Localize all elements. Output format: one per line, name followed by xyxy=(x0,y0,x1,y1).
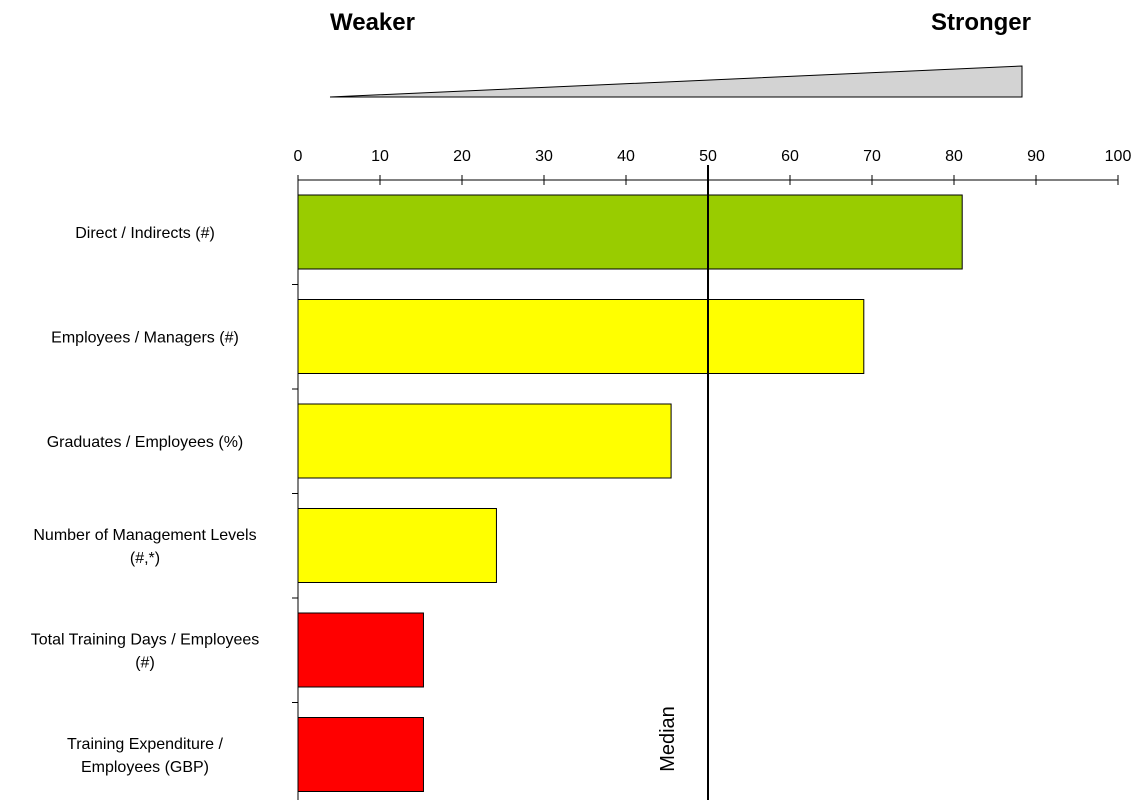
category-label: Employees / Managers (#) xyxy=(51,330,239,347)
bar xyxy=(297,612,424,688)
category-label: Number of Management Levels (#,*) xyxy=(33,527,256,567)
category-labels: Direct / Indirects (#) Employees / Manage… xyxy=(31,225,260,776)
x-tick-label: 80 xyxy=(945,148,963,165)
x-tick-label: 90 xyxy=(1027,148,1045,165)
x-tick-label: 70 xyxy=(863,148,881,165)
x-tick-label: 40 xyxy=(617,148,635,165)
median: Median xyxy=(657,165,709,800)
x-tick-label: 100 xyxy=(1105,148,1132,165)
bar xyxy=(297,299,865,374)
x-tick-label: 0 xyxy=(294,148,303,165)
category-label: Graduates / Employees (%) xyxy=(47,434,244,451)
stronger-label: Stronger xyxy=(931,9,1031,36)
category-label: Direct / Indirects (#) xyxy=(75,225,215,242)
x-tick-label: 60 xyxy=(781,148,799,165)
bar xyxy=(297,194,963,270)
x-tick-label: 10 xyxy=(371,148,389,165)
x-tick-label: 30 xyxy=(535,148,553,165)
median-label: Median xyxy=(657,706,679,772)
bars xyxy=(297,194,963,792)
bar xyxy=(297,508,497,583)
x-axis: 0 10 20 30 40 50 60 70 80 90 100 xyxy=(292,148,1131,800)
x-tick-label: 20 xyxy=(453,148,471,165)
bar xyxy=(297,717,424,792)
bar xyxy=(297,403,672,479)
category-label: Total Training Days / Employees (#) xyxy=(31,632,260,672)
x-tick-label: 50 xyxy=(699,148,717,165)
strength-gradient-wedge xyxy=(329,65,1023,98)
category-label: Training Expenditure / Employees (GBP) xyxy=(67,736,223,776)
weaker-label: Weaker xyxy=(330,9,415,36)
